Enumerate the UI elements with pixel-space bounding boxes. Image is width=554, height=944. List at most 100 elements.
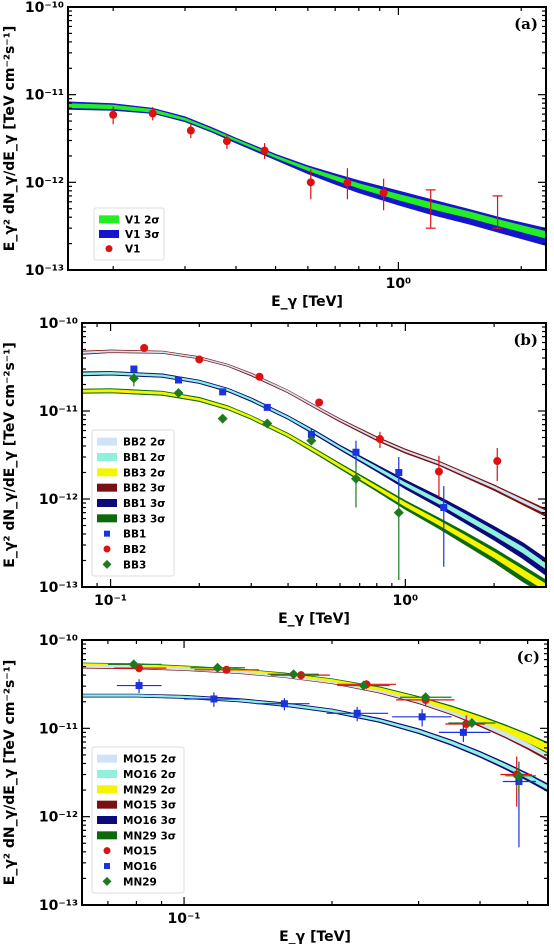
x-tick-label: 10⁻¹ (94, 593, 127, 609)
y-tick-label: 10⁻¹¹ (39, 721, 78, 737)
legend-swatch (97, 754, 117, 763)
x-tick-label: 10⁰ (393, 593, 419, 609)
data-point (210, 695, 218, 703)
legend-swatch (97, 816, 117, 824)
data-point (440, 504, 448, 512)
data-point (130, 365, 138, 373)
legend-swatch (97, 800, 117, 809)
band-BB2-3σ (82, 349, 546, 518)
legend-swatch (97, 483, 117, 492)
legend-swatch (97, 785, 117, 794)
x-tick-label: 10⁰ (386, 276, 412, 292)
ticks (82, 639, 548, 906)
legend-swatch (97, 437, 117, 446)
legend: V1 2σ V1 3σ V1 (93, 207, 165, 261)
series-BB2 (140, 343, 502, 498)
legend-marker (104, 863, 110, 869)
data-point (395, 469, 403, 477)
band-BB3-3σ (82, 388, 546, 587)
y-tick-label: 10⁻¹¹ (25, 88, 64, 104)
data-point (219, 388, 227, 396)
legend-marker (102, 559, 112, 569)
data-point (175, 376, 183, 384)
data-point (375, 435, 384, 444)
legend: BB2 2σ BB1 2σ BB3 2σ BB2 3σ BB1 3σ BB3 3σ BB1 B… (91, 429, 175, 577)
series-BB3 (128, 371, 404, 581)
legend-label: MO16 (123, 861, 157, 873)
data-point (315, 398, 324, 407)
legend-label: BB3 3σ (123, 513, 165, 525)
panel-c: 10⁻¹ 10⁻¹⁰ 10⁻¹¹ 10⁻¹² 10⁻¹³ E_γ [TeV] E_γ² dN… (2, 633, 549, 944)
y-tick-label: 10⁻¹⁰ (39, 633, 78, 649)
legend-label: BB3 (123, 559, 146, 571)
legend-swatch (97, 453, 117, 461)
x-axis-label: E_γ [TeV] (279, 929, 351, 944)
y-tick-label: 10⁻¹² (25, 175, 64, 191)
data-point (466, 717, 477, 728)
legend-marker (105, 245, 113, 253)
data-point (343, 178, 352, 187)
plot-area (82, 659, 548, 848)
data-point (186, 126, 195, 135)
series-MN29 (107, 659, 537, 795)
data-point (222, 137, 231, 146)
y-axis-label: E_γ² dN_γ/dE_γ [TeV cm⁻²s⁻¹] (2, 342, 18, 567)
legend-label: BB3 2σ (123, 467, 165, 479)
x-tick-label: 10⁻¹ (168, 911, 201, 927)
legend-label: BB2 2σ (123, 437, 165, 449)
data-point (379, 188, 388, 197)
ticks (81, 322, 547, 588)
y-axis-label: E_γ² dN_γ/dE_γ [TeV cm⁻²s⁻¹] (2, 660, 18, 885)
panel-b: 10⁻¹ 10⁰ 10⁻¹⁰ 10⁻¹¹ 10⁻¹² 10⁻¹³ E_γ [TeV] E_γ²… (2, 316, 547, 627)
data-point (128, 659, 139, 670)
data-point (148, 109, 157, 118)
band-MO15-2σ (82, 665, 548, 759)
legend-marker (104, 530, 110, 537)
legend-label: MO16 2σ (123, 769, 176, 781)
data-point (217, 413, 228, 424)
legend-swatch (99, 230, 119, 238)
data-point (195, 355, 204, 364)
legend-frame (91, 746, 185, 894)
legend-label: BB1 3σ (123, 498, 165, 510)
data-point (109, 110, 118, 119)
legend-swatch (97, 831, 117, 840)
data-point (212, 662, 223, 673)
data-point (420, 692, 431, 703)
series-V1 (109, 106, 388, 211)
data-point (459, 728, 467, 736)
plot-area (82, 343, 546, 587)
data-point (135, 664, 144, 673)
legend-swatch (97, 770, 117, 778)
legend-label: MO15 (123, 846, 157, 858)
data-point (513, 770, 524, 781)
data-point (306, 435, 317, 446)
band-BB3-2σ (82, 389, 546, 587)
data-point (418, 713, 426, 721)
legend-label: BB2 3σ (123, 483, 165, 495)
data-point (393, 507, 404, 518)
data-point (434, 467, 443, 476)
legend-label: V1 2σ (125, 214, 160, 226)
data-point (173, 388, 184, 399)
legend-label: V1 (125, 244, 140, 256)
legend-label: MN29 2σ (123, 784, 176, 796)
legend-label: MN29 3σ (123, 830, 176, 842)
legend-label: MN29 (123, 876, 157, 888)
data-point (307, 431, 315, 439)
series-BB1 (130, 365, 448, 567)
legend-marker (103, 545, 111, 553)
legend: MO15 2σ MO16 2σ MN29 2σ MO15 3σ MO16 3σ MN29 … (91, 746, 185, 894)
data-point (255, 372, 264, 381)
data-point (263, 403, 271, 411)
y-tick-label: 10⁻¹⁰ (39, 316, 78, 332)
legend-swatch (97, 514, 117, 523)
band-V1-3σ (68, 101, 546, 246)
legend-label: MO15 3σ (123, 800, 176, 812)
y-tick-label: 10⁻¹¹ (39, 404, 78, 420)
panel-label: (b) (513, 331, 538, 349)
axes-frame (81, 322, 547, 588)
legend-label: BB2 (123, 544, 146, 556)
axes-frame (81, 639, 549, 906)
data-point (262, 418, 273, 429)
